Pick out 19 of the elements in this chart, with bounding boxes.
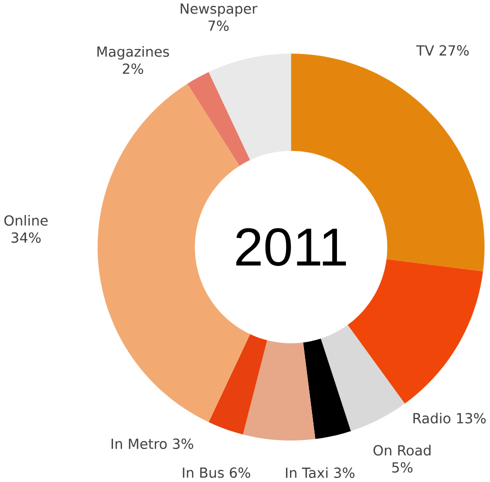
slice-label: In Metro (112, 438, 167, 450)
slice-label: Radio (413, 412, 450, 424)
data-label: 3% (172, 438, 194, 450)
slice-label: Online (4, 215, 48, 226)
data-label: 3% (334, 468, 354, 478)
data-label: 7% (208, 20, 229, 32)
data-label: 5% (392, 462, 412, 473)
slice-label: TV (416, 46, 434, 56)
data-label: 2% (122, 64, 144, 74)
slice-label: In Bus (182, 468, 224, 478)
data-label: 34% (12, 232, 41, 244)
slice-label: In Taxi (286, 467, 328, 478)
slice-label: Newspaper (180, 4, 258, 17)
data-label: 27% (440, 45, 469, 56)
data-label: 6% (230, 468, 250, 478)
text: 2011 (236, 228, 346, 266)
slice-label: Magazines (97, 46, 169, 60)
data-label: 13% (457, 413, 486, 424)
slice-label: On Road (374, 445, 430, 456)
